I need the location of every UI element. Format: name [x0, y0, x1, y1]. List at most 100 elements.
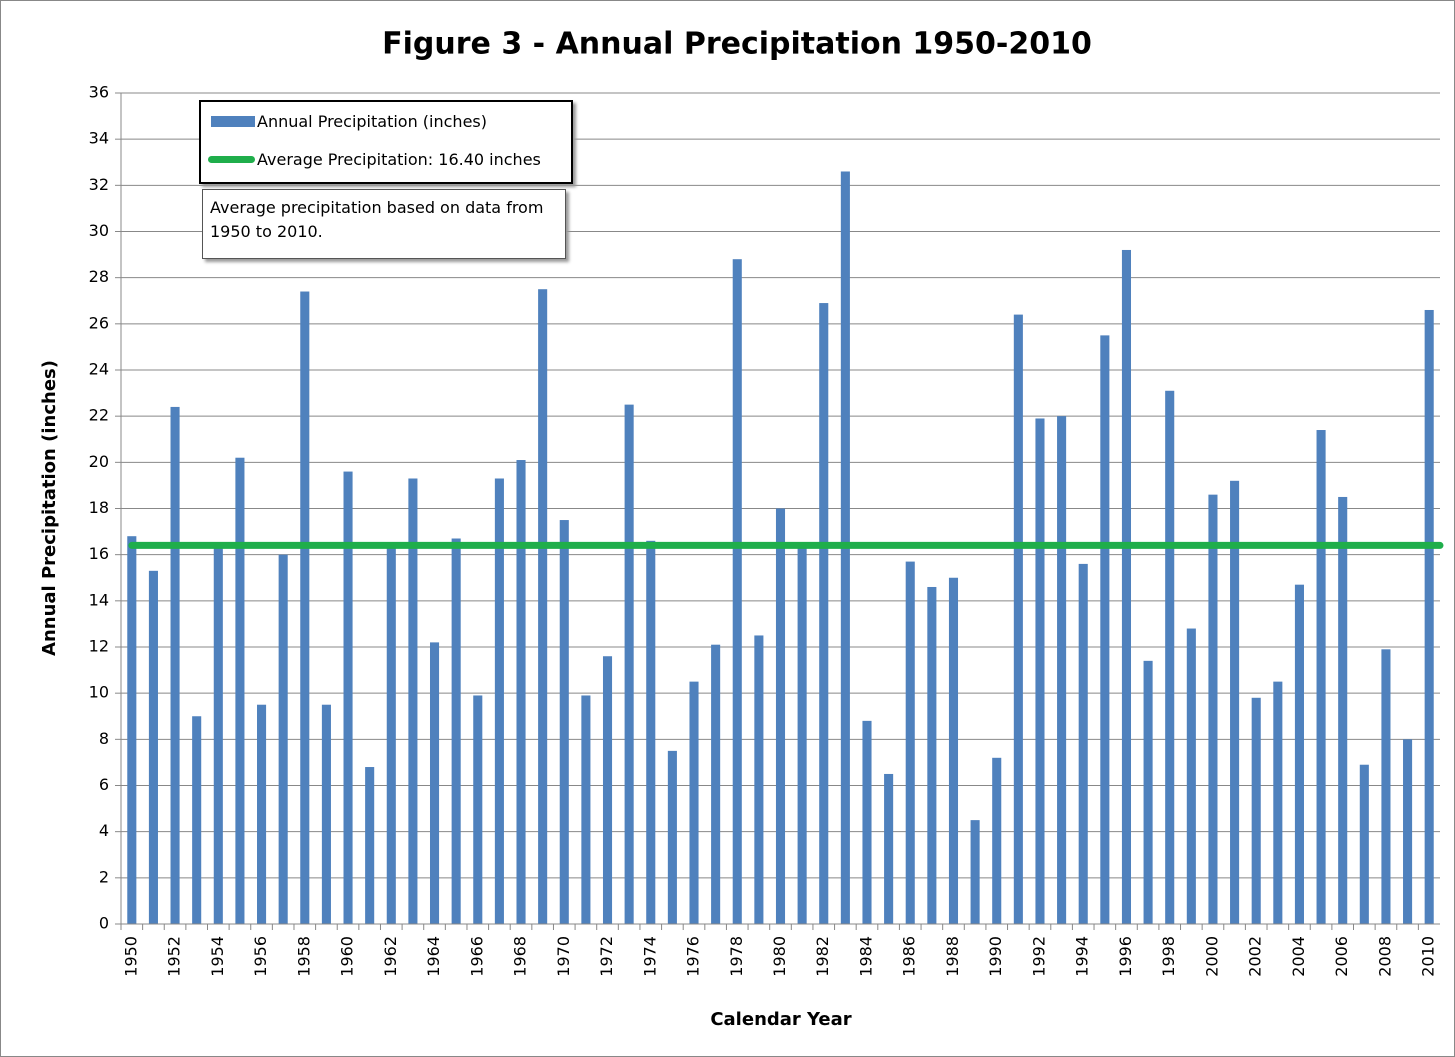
bar: [819, 303, 829, 924]
y-tick-label: 12: [89, 637, 109, 656]
x-tick-label: 1990: [986, 936, 1005, 977]
y-tick-label: 2: [99, 867, 109, 886]
x-tick-label: 1974: [640, 936, 659, 977]
bar: [602, 656, 613, 924]
bar: [516, 460, 526, 924]
bar: [148, 570, 158, 924]
bar: [970, 820, 980, 924]
bar: [711, 644, 721, 924]
x-tick-label: 1958: [294, 936, 313, 977]
bar: [1143, 660, 1153, 924]
x-tick-label: 1986: [900, 936, 919, 977]
bar: [300, 291, 310, 924]
bar: [1251, 697, 1261, 924]
x-tick-label: 1976: [684, 936, 703, 977]
x-tick-label: 1962: [381, 936, 400, 977]
legend: Annual Precipitation (inches) Average Pr…: [199, 100, 573, 184]
bar: [581, 695, 591, 924]
x-tick-label: 1956: [251, 936, 270, 977]
bar: [321, 704, 331, 924]
x-axis-label: Calendar Year: [710, 1009, 851, 1030]
y-tick-label: 20: [89, 452, 109, 471]
x-tick-label: 2002: [1246, 936, 1265, 977]
bar: [797, 545, 807, 924]
x-tick-label: 1964: [424, 936, 443, 977]
bar: [1121, 249, 1132, 924]
bar: [1424, 309, 1434, 924]
bar: [689, 681, 699, 924]
bar: [884, 773, 894, 924]
bar: [948, 577, 959, 924]
y-tick-label: 18: [89, 498, 109, 517]
x-tick-label: 1982: [813, 936, 832, 977]
x-tick-label: 1996: [1116, 936, 1135, 977]
bar: [1359, 764, 1369, 924]
y-tick-label: 36: [89, 83, 109, 102]
x-tick-label: 1972: [597, 936, 616, 977]
y-tick-label: 34: [89, 129, 109, 148]
bar: [343, 471, 353, 924]
y-tick-label: 10: [89, 683, 109, 702]
bar: [1165, 390, 1175, 924]
bar: [927, 586, 937, 924]
x-tick-label: 1992: [1029, 936, 1048, 977]
x-tick-label: 1988: [943, 936, 962, 977]
y-tick-label: 8: [99, 729, 109, 748]
bar: [1208, 494, 1218, 924]
bar: [1013, 314, 1023, 925]
bar: [1057, 416, 1067, 924]
bar: [1381, 649, 1391, 924]
annotation: Average precipitation based on data from…: [202, 189, 566, 259]
chart-title: Figure 3 - Annual Precipitation 1950-201…: [382, 27, 1092, 62]
y-tick-label: 26: [89, 313, 109, 332]
x-tick-label: 2000: [1202, 936, 1221, 977]
bar: [905, 561, 915, 924]
bar: [992, 757, 1002, 924]
x-tick-label: 1994: [1073, 936, 1092, 977]
x-tick-label: 1968: [511, 936, 530, 977]
y-tick-label: 24: [89, 360, 109, 379]
bar: [235, 457, 245, 924]
bar: [494, 478, 504, 924]
bar: [1186, 628, 1196, 924]
x-tick-label: 1998: [1159, 936, 1178, 977]
x-tick-label: 2006: [1332, 936, 1351, 977]
y-tick-label: 4: [99, 821, 109, 840]
legend-swatch: [211, 116, 255, 127]
bar: [1338, 496, 1348, 924]
bar: [754, 635, 764, 924]
bar: [559, 520, 569, 924]
bar: [1100, 335, 1110, 924]
bar: [386, 547, 396, 924]
bar: [278, 554, 288, 924]
x-tick-label: 1978: [727, 936, 746, 977]
bar: [1035, 418, 1045, 924]
x-tick-label: 1954: [208, 936, 227, 977]
y-tick-label: 16: [89, 544, 109, 563]
x-tick-label: 2010: [1419, 936, 1438, 977]
x-tick-label: 2008: [1375, 936, 1394, 977]
legend-swatch: [208, 156, 255, 163]
bar: [257, 704, 267, 924]
x-tick-label: 1970: [554, 936, 573, 977]
bar: [192, 716, 202, 924]
bar: [451, 538, 461, 924]
y-tick-label: 22: [89, 406, 109, 425]
bar: [408, 478, 418, 924]
x-tick-label: 2004: [1289, 936, 1308, 977]
y-tick-label: 30: [89, 221, 109, 240]
bar: [732, 259, 742, 924]
bar: [429, 642, 440, 924]
legend-label: Annual Precipitation (inches): [257, 112, 487, 131]
bar: [213, 547, 223, 924]
bar: [1230, 480, 1240, 924]
bar: [538, 289, 548, 924]
y-tick-label: 6: [99, 775, 109, 794]
bar: [775, 508, 786, 924]
y-tick-label: 0: [99, 914, 109, 933]
y-tick-label: 14: [89, 590, 109, 609]
bar: [365, 767, 375, 924]
x-tick-label: 1980: [770, 936, 789, 977]
